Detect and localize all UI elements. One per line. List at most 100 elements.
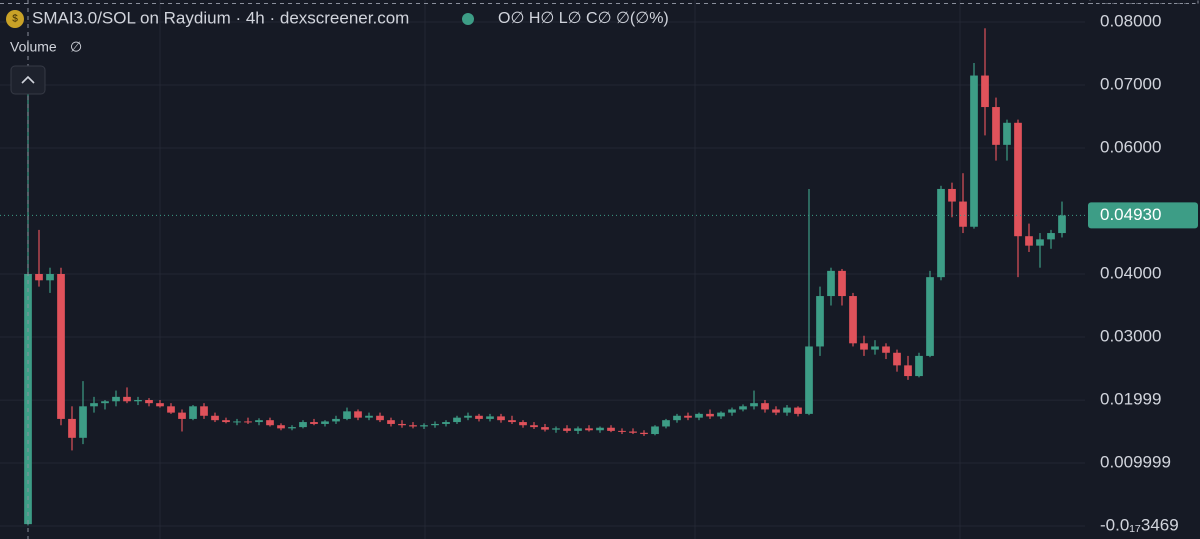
candle-body xyxy=(530,425,538,428)
candle-body xyxy=(244,421,252,423)
candle-body xyxy=(915,355,923,377)
status-dot xyxy=(462,13,474,25)
candle-body xyxy=(772,409,780,413)
collapse-button[interactable] xyxy=(10,65,46,95)
candle-body xyxy=(761,403,769,410)
candle-body xyxy=(365,415,373,418)
axis-background xyxy=(1085,0,1200,539)
candle-body xyxy=(112,396,120,402)
candle-body xyxy=(200,406,208,416)
candle-body xyxy=(552,428,560,430)
candle-body xyxy=(57,274,65,419)
volume-label: Volume xyxy=(10,39,57,55)
y-tick-label: 0.03000 xyxy=(1100,326,1161,345)
candle-body xyxy=(409,425,417,427)
candle-body xyxy=(607,427,615,431)
last-price-label: 0.04930 xyxy=(1100,205,1161,224)
candle-body xyxy=(332,418,340,422)
candle-body xyxy=(728,409,736,413)
candle-body xyxy=(937,188,945,278)
candle-body xyxy=(90,403,98,407)
candle-body xyxy=(794,407,802,414)
candle-body xyxy=(827,270,835,297)
candle-body xyxy=(893,352,901,366)
candle-body xyxy=(519,422,527,426)
candle-body xyxy=(24,274,32,525)
candle-body xyxy=(68,418,76,438)
candle-body xyxy=(651,426,659,435)
candle-body xyxy=(46,274,54,281)
candle-body xyxy=(1014,122,1022,237)
candle-body xyxy=(1058,215,1066,234)
candle-body xyxy=(266,420,274,426)
candle-body xyxy=(695,413,703,418)
candle-body xyxy=(992,107,1000,145)
candle-body xyxy=(387,420,395,424)
candle-body xyxy=(123,396,131,402)
candle-body xyxy=(838,270,846,297)
candle-body xyxy=(596,427,604,431)
candle-body xyxy=(156,403,164,407)
crosshair-label: 0.08342 xyxy=(1100,0,1161,3)
candle-body xyxy=(255,420,263,423)
grid xyxy=(0,0,1085,539)
candle-body xyxy=(508,420,516,423)
candle-body xyxy=(717,412,725,417)
crosshair-label-box xyxy=(1089,0,1199,4)
candle-body xyxy=(541,427,549,430)
candle-body xyxy=(233,421,241,423)
candle-body xyxy=(816,296,824,347)
candle-body xyxy=(750,403,758,407)
candle-body xyxy=(211,415,219,421)
y-tick-label: 0.009999 xyxy=(1100,453,1171,472)
candle-body xyxy=(783,407,791,413)
candle-body xyxy=(431,423,439,426)
y-tick-label: 0.06000 xyxy=(1100,137,1161,156)
chart-title: SMAI3.0/SOL on Raydium · 4h · dexscreene… xyxy=(32,8,409,27)
candle-body xyxy=(585,428,593,431)
candle-body xyxy=(1025,236,1033,246)
candle-body xyxy=(618,430,626,432)
candle-body xyxy=(640,432,648,435)
candle-body xyxy=(453,417,461,423)
candle-body xyxy=(79,406,87,438)
candle-body xyxy=(178,412,186,419)
candle-body xyxy=(134,400,142,402)
candle-body xyxy=(299,422,307,428)
candle-body xyxy=(959,201,967,227)
volume-value: ∅ xyxy=(70,39,82,55)
candle-body xyxy=(684,415,692,418)
candle-body xyxy=(145,400,153,404)
candle-body xyxy=(101,401,109,404)
candle-body xyxy=(805,346,813,414)
candle-body xyxy=(860,343,868,350)
candle-body xyxy=(849,296,857,344)
candle-body xyxy=(1003,122,1011,145)
candle-body xyxy=(882,346,890,353)
candle-body xyxy=(167,406,175,413)
candle-body xyxy=(1036,239,1044,246)
candle-body xyxy=(871,346,879,350)
collapse-icon[interactable] xyxy=(21,75,35,84)
candle-body xyxy=(706,413,714,417)
candle-body xyxy=(442,422,450,424)
candle-body xyxy=(904,365,912,377)
candle-body xyxy=(288,427,296,429)
candle-body xyxy=(673,415,681,421)
candle-body xyxy=(981,75,989,108)
candle-body xyxy=(277,425,285,429)
last-price-badge xyxy=(1088,202,1198,229)
candle-body xyxy=(189,406,197,419)
candle-body xyxy=(970,75,978,227)
candle-body xyxy=(354,411,362,418)
candle-body xyxy=(35,274,43,281)
candle-body xyxy=(1047,233,1055,240)
candle-body xyxy=(420,425,428,427)
candle-body xyxy=(376,415,384,421)
candle-body xyxy=(739,406,747,410)
token-icon-glyph: $ xyxy=(12,14,18,25)
y-tick-label: 0.04000 xyxy=(1100,263,1161,282)
candle-body xyxy=(497,416,505,421)
